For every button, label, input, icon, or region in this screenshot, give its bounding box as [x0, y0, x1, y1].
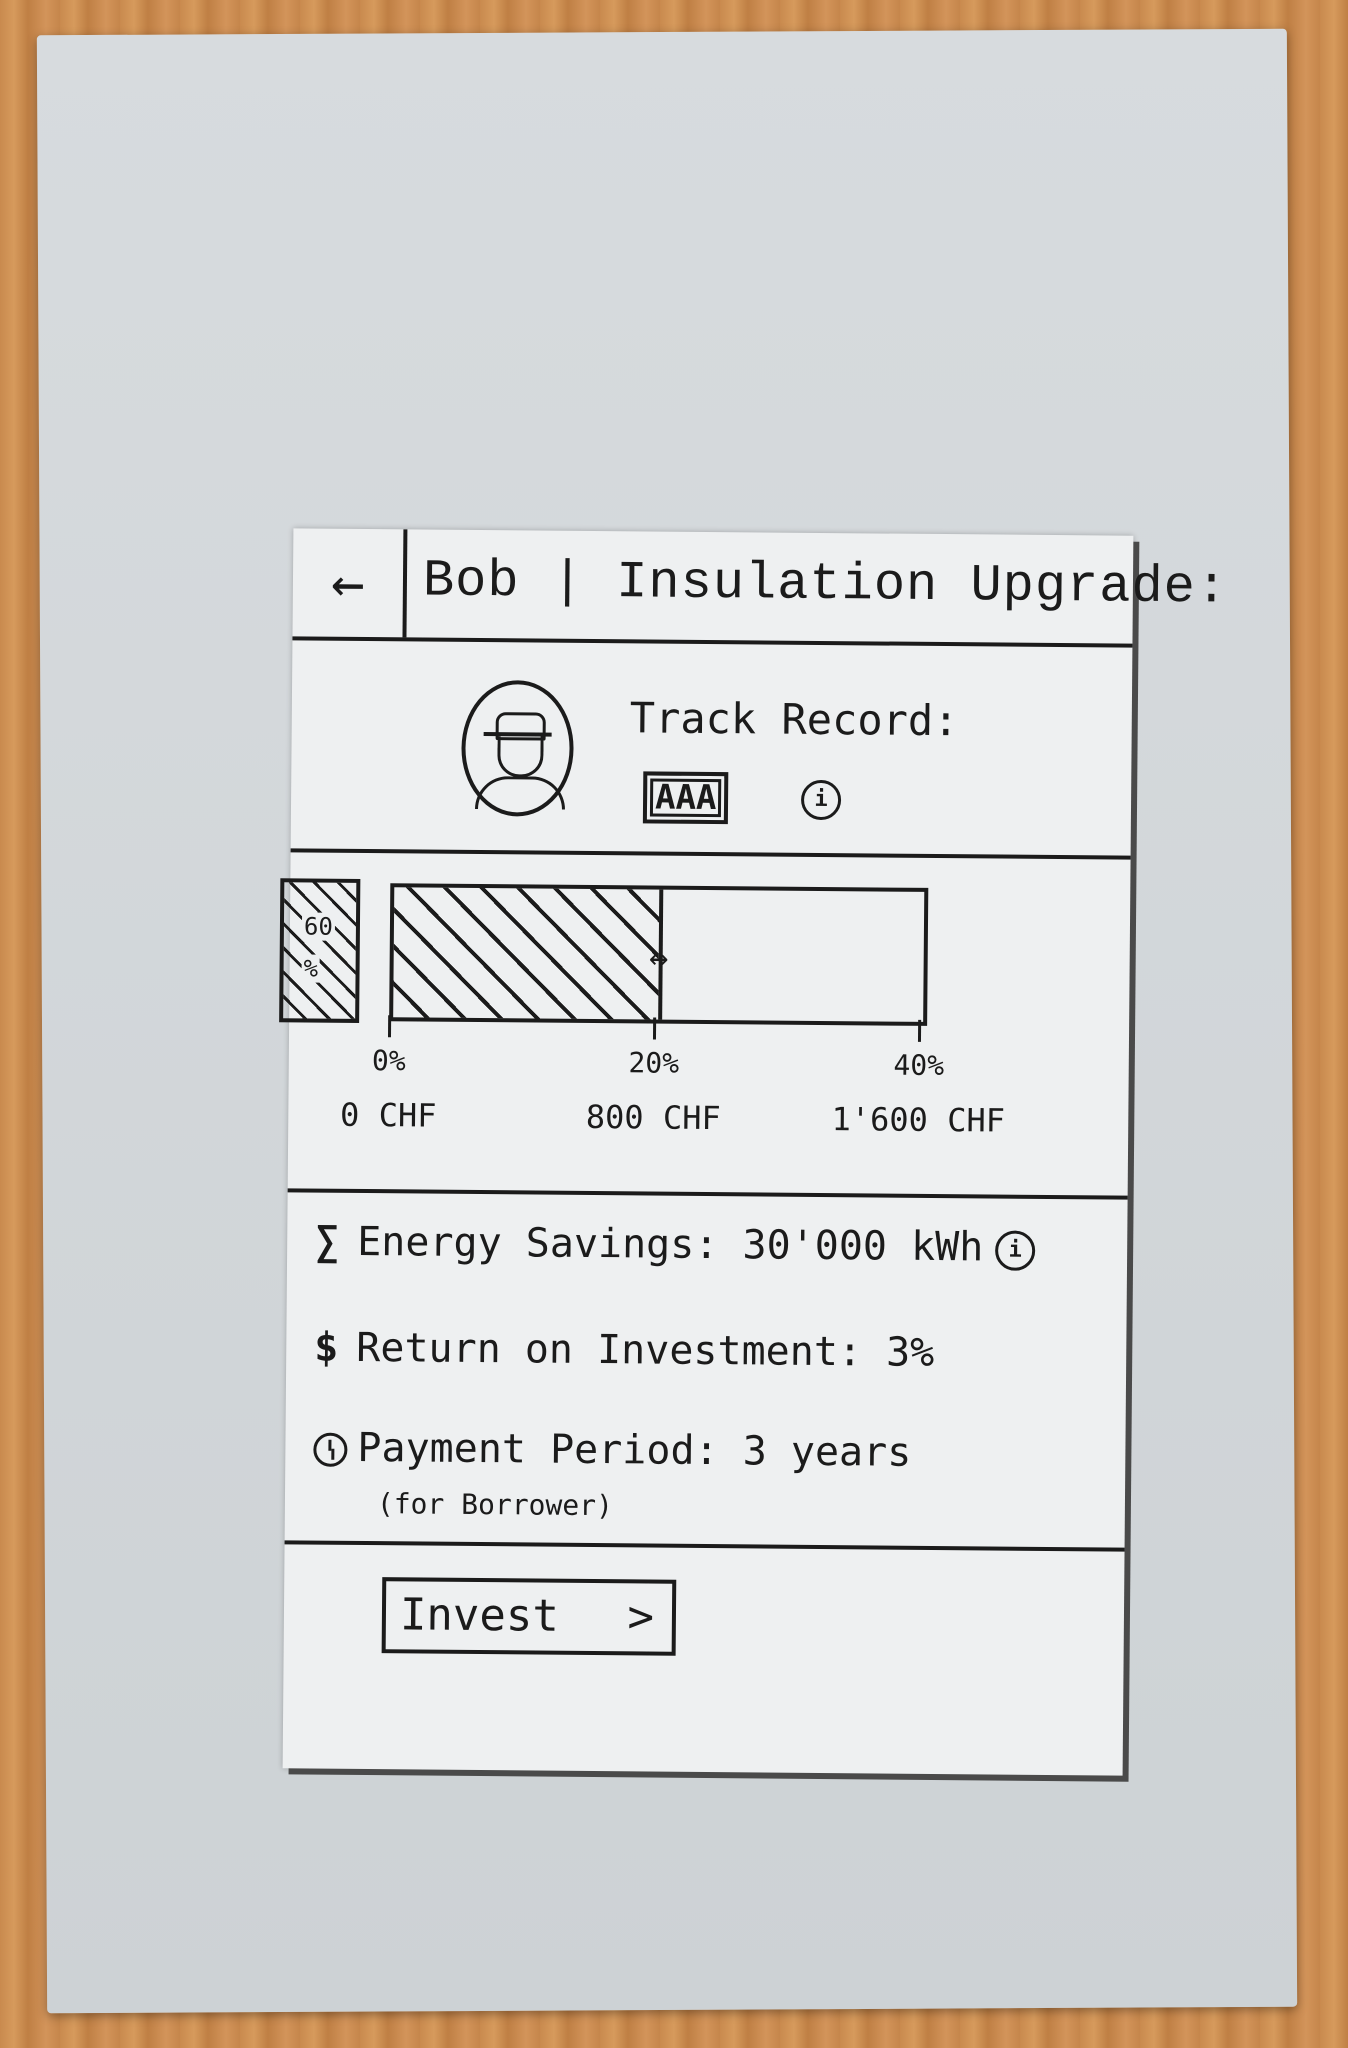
scale-tick: [917, 1019, 922, 1042]
dollar-icon: $: [314, 1324, 339, 1371]
slider-divider: [287, 1188, 1128, 1200]
clock-icon: [313, 1432, 348, 1467]
energy-info-icon[interactable]: i: [994, 1230, 1036, 1271]
track-record-label: Track Record:: [629, 693, 959, 746]
scale-percent-label: 20%: [628, 1046, 680, 1080]
scale-amount-label: 1'600 CHF: [831, 1100, 1006, 1140]
scale-amount-label: 0 CHF: [339, 1095, 437, 1135]
energy-savings-text: Energy Savings: 30'000 kWh: [357, 1218, 984, 1271]
back-arrow-icon: ←: [330, 550, 366, 616]
app-header: ← Bob | Insulation Upgrade:: [292, 528, 1228, 643]
scale-amount-label: 800 CHF: [585, 1097, 721, 1138]
shoulders: [474, 775, 566, 810]
face: [497, 736, 544, 778]
rating-badge: AAA: [642, 771, 729, 825]
funding-slider-track[interactable]: ↔: [389, 883, 929, 1026]
payment-period-row: Payment Period: 3 years: [313, 1425, 911, 1476]
profile-divider: [290, 848, 1131, 860]
chevron-right-icon: >: [627, 1591, 655, 1643]
page-title: Bob | Insulation Upgrade:: [422, 551, 1229, 618]
previous-funding-percent-sign: %: [301, 954, 321, 983]
scale-tick: [652, 1017, 657, 1040]
previous-funding-percent: 60: [301, 912, 335, 941]
previous-funding-bar: 60 %: [279, 878, 361, 1023]
borrower-avatar[interactable]: [460, 679, 575, 817]
metrics-divider: [284, 1540, 1125, 1552]
sum-icon: ∑: [315, 1218, 340, 1265]
track-record-info-icon[interactable]: i: [800, 779, 842, 821]
scale-tick: [387, 1015, 392, 1038]
funding-slider-fill: [393, 887, 664, 1020]
scale-percent-label: 0%: [371, 1044, 406, 1078]
roi-text: Return on Investment: 3%: [356, 1324, 935, 1376]
drag-handle-icon[interactable]: ↔: [648, 938, 669, 977]
invest-button[interactable]: Invest >: [381, 1577, 677, 1656]
roi-row: $ Return on Investment: 3%: [314, 1325, 934, 1376]
invest-button-label: Invest: [399, 1589, 560, 1642]
energy-savings-row: ∑ Energy Savings: 30'000 kWh: [315, 1219, 984, 1271]
app-screen: ← Bob | Insulation Upgrade: Track Record…: [279, 528, 1228, 1776]
payment-period-note: (for Borrower): [376, 1487, 614, 1523]
scale-percent-label: 40%: [893, 1048, 945, 1083]
payment-period-text: Payment Period: 3 years: [357, 1424, 912, 1476]
back-button[interactable]: ←: [292, 528, 408, 638]
